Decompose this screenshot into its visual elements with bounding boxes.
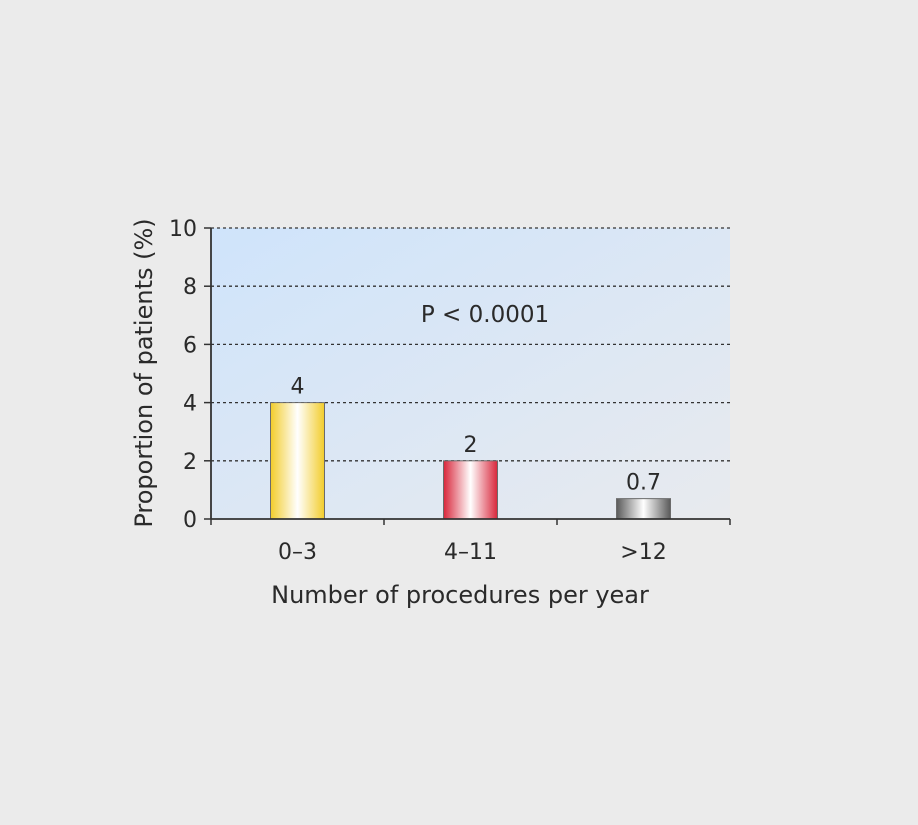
data-label-0: 4 <box>291 375 305 400</box>
x-tick-label-0: 0–3 <box>278 540 317 565</box>
x-axis-title: Number of procedures per year <box>271 581 649 609</box>
y-tick-label-4: 4 <box>183 392 197 417</box>
bars <box>270 402 671 520</box>
y-tick-label-6: 6 <box>183 333 197 358</box>
y-tick-label-8: 8 <box>183 275 197 300</box>
y-axis-title: Proportion of patients (%) <box>130 218 158 527</box>
bar-1 <box>443 460 498 520</box>
y-tick-label-0: 0 <box>183 508 197 533</box>
bar-0 <box>270 402 325 520</box>
x-tick-label-1: 4–11 <box>444 540 497 565</box>
data-label-1: 2 <box>464 433 478 458</box>
y-tick-label-10: 10 <box>169 217 197 242</box>
data-label-2: 0.7 <box>626 471 661 496</box>
p-value-annotation: P < 0.0001 <box>421 302 549 328</box>
labels: 0 2 4 6 8 10 4 0–3 2 4–11 0.7 >12 <box>169 217 667 565</box>
y-tick-label-2: 2 <box>183 450 197 475</box>
axes <box>204 227 731 525</box>
x-tick-label-2: >12 <box>620 540 666 565</box>
bar-2 <box>616 498 671 520</box>
